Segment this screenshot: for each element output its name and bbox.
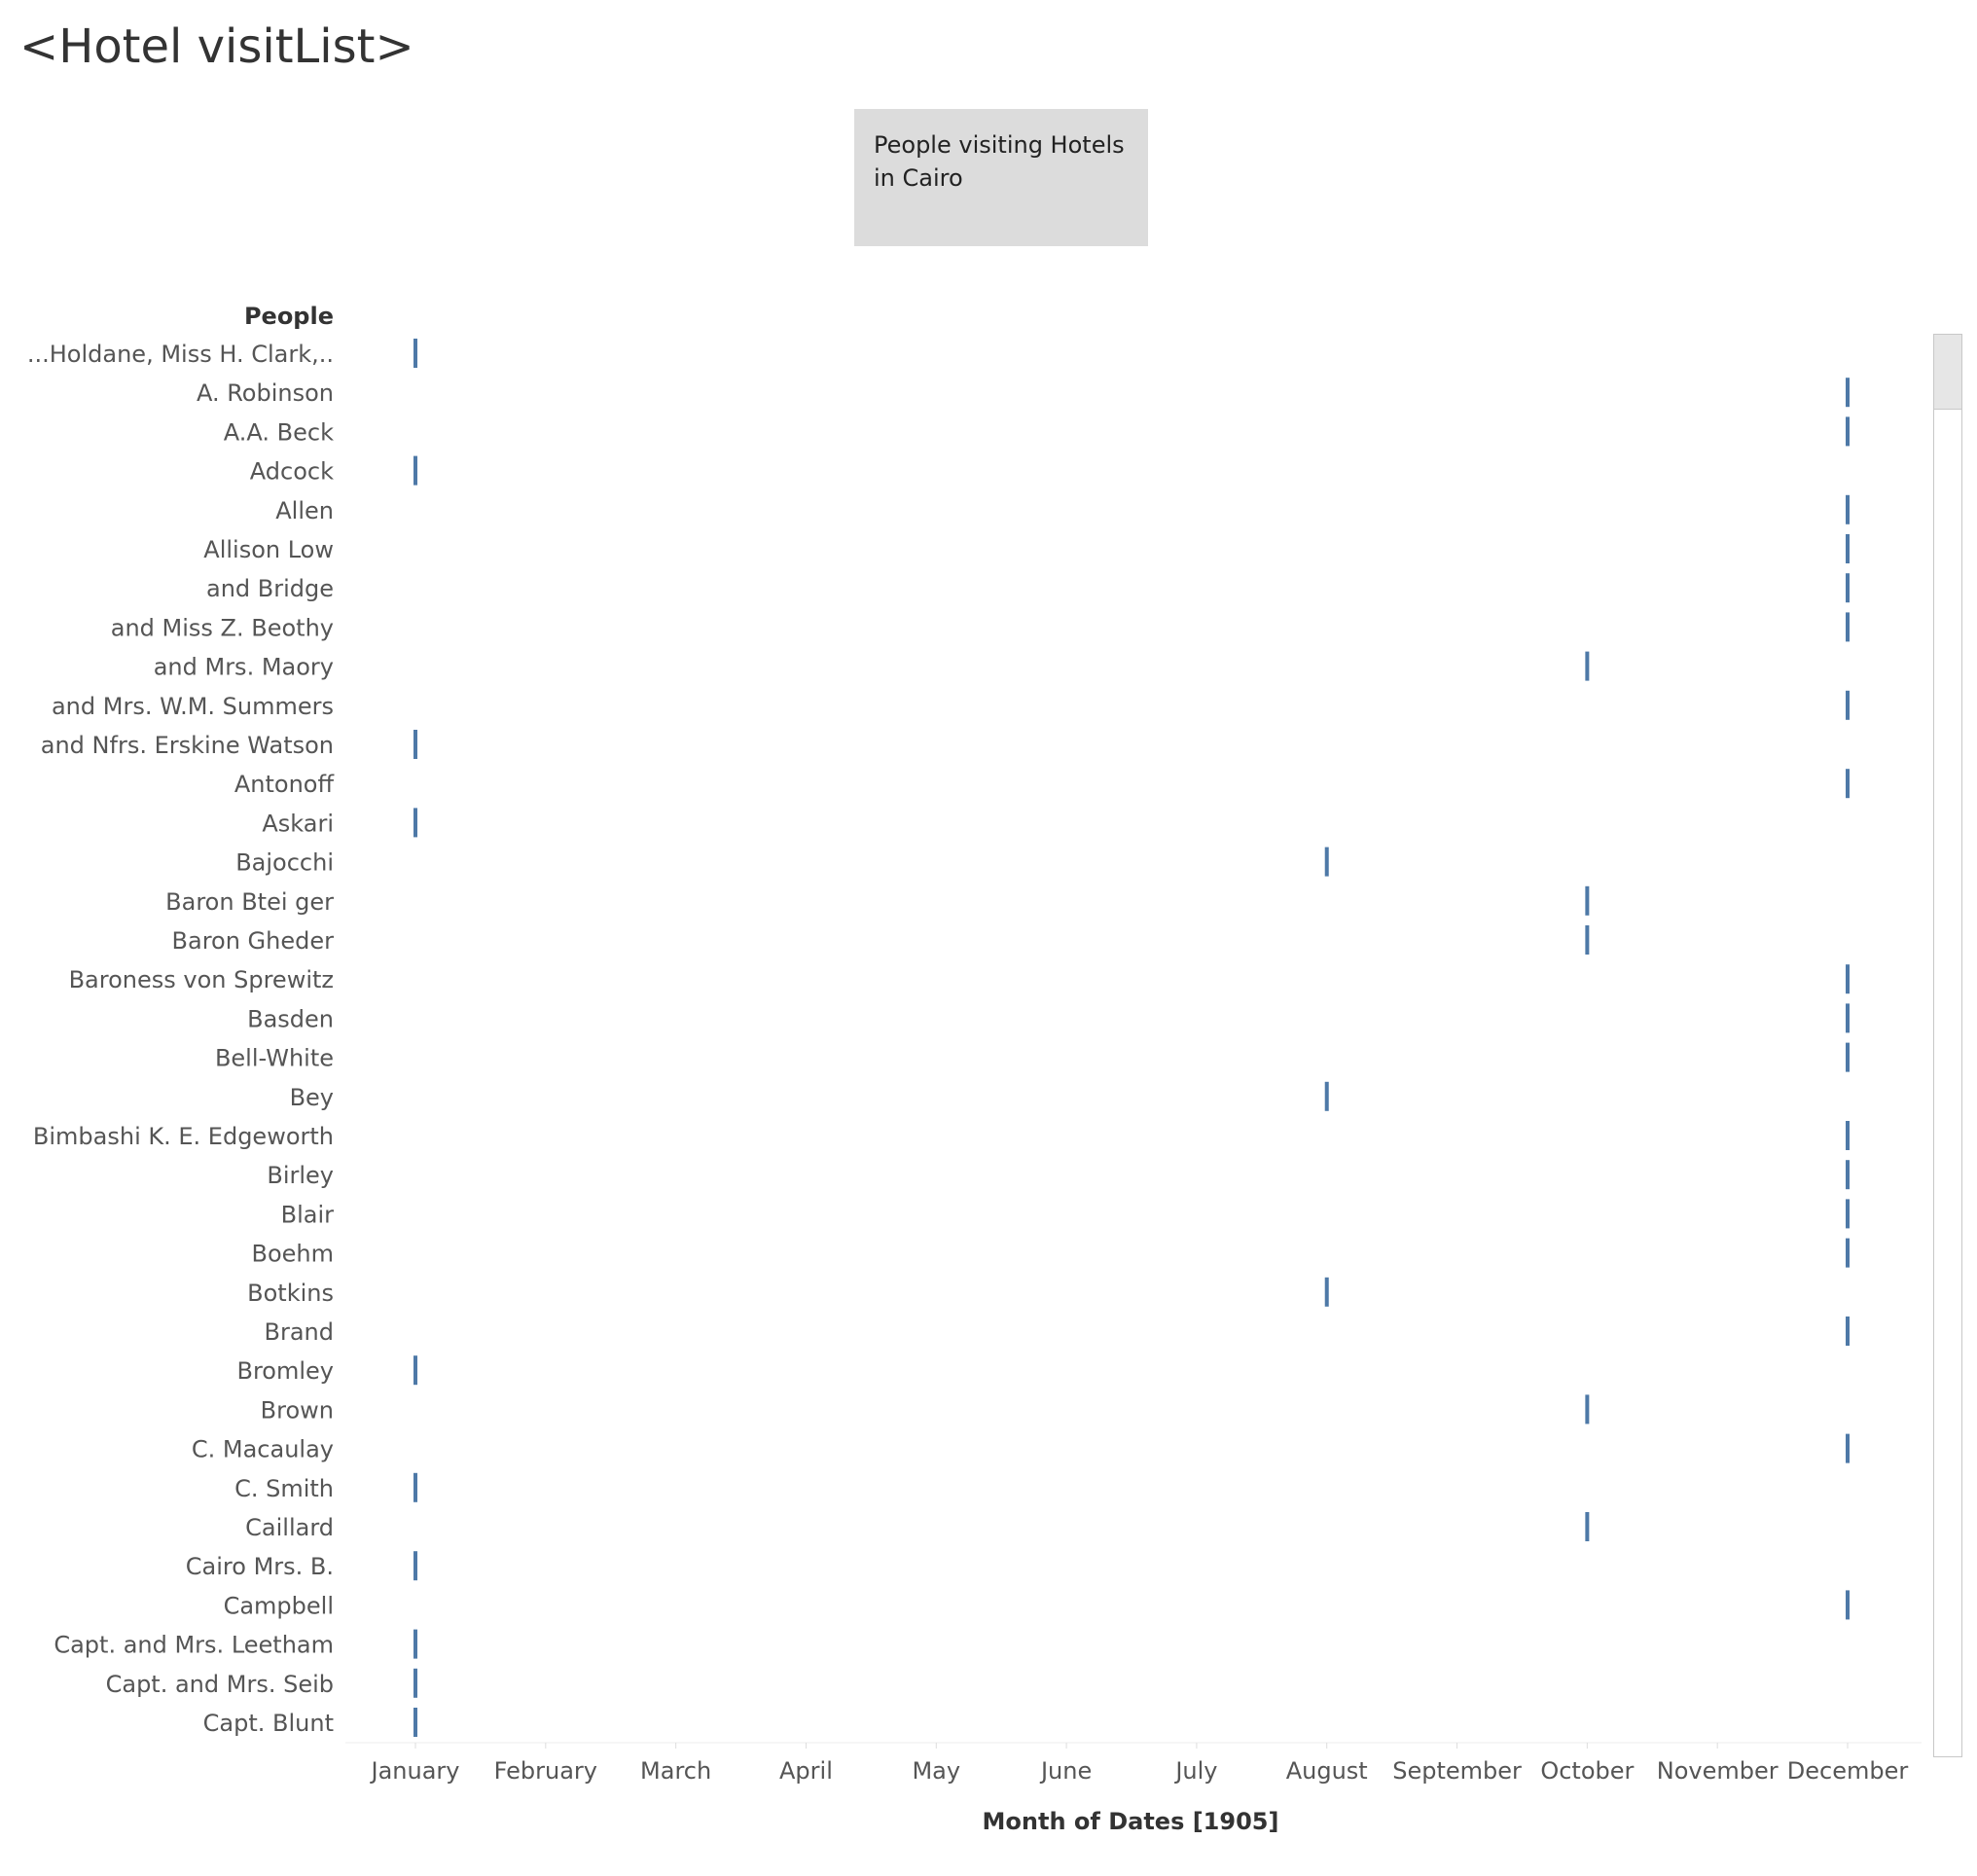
x-tick-label: January: [370, 1757, 460, 1785]
visit-tick-mark[interactable]: [1846, 1433, 1850, 1463]
x-tick-label: July: [1173, 1757, 1217, 1785]
x-tick-label: September: [1392, 1757, 1522, 1785]
visit-tick-mark[interactable]: [413, 1708, 417, 1737]
y-tick-label: Caillard: [245, 1514, 334, 1541]
x-axis-labels: January February March April May June July Augu…: [370, 1743, 1909, 1785]
y-axis-title: People: [244, 303, 334, 330]
visit-tick-mark[interactable]: [413, 808, 417, 838]
y-tick-label: Brown: [261, 1396, 334, 1424]
visit-tick-mark[interactable]: [1846, 1121, 1850, 1150]
y-tick-label: Baroness von Sprewitz: [69, 966, 334, 993]
x-tick-label: October: [1540, 1757, 1634, 1785]
visit-tick-mark[interactable]: [1846, 416, 1850, 447]
x-tick-label: March: [640, 1757, 711, 1785]
visit-tick-mark[interactable]: [413, 1355, 417, 1386]
visit-tick-mark[interactable]: [1846, 494, 1850, 524]
y-tick-label: Capt. and Mrs. Leetham: [54, 1632, 334, 1659]
x-tick-label: April: [779, 1757, 833, 1785]
visit-tick-mark[interactable]: [1585, 885, 1590, 916]
y-tick-label: Bey: [290, 1084, 334, 1111]
y-axis-labels: ...Holdane, Miss H. Clark,.. A. Robinson A…: [27, 341, 335, 1737]
y-tick-label: Allen: [275, 497, 334, 524]
visit-tick-mark[interactable]: [1846, 1042, 1850, 1072]
y-tick-label: Boehm: [251, 1241, 334, 1268]
y-tick-label: Botkins: [247, 1280, 334, 1307]
y-tick-label: ...Holdane, Miss H. Clark,..: [27, 341, 334, 368]
visit-tick-mark[interactable]: [413, 730, 417, 759]
x-tick-label: February: [494, 1757, 597, 1785]
visit-tick-mark[interactable]: [1846, 1590, 1850, 1620]
y-tick-label: A.A. Beck: [224, 418, 334, 446]
x-tick-label: November: [1657, 1757, 1779, 1785]
y-tick-label: and Mrs. Maory: [154, 654, 334, 681]
y-tick-label: Baron Btei ger: [165, 888, 334, 916]
visit-tick-mark[interactable]: [413, 455, 417, 486]
y-tick-label: Baron Gheder: [172, 927, 335, 955]
y-tick-label: C. Smith: [234, 1475, 334, 1502]
y-tick-label: Bimbashi K. E. Edgeworth: [33, 1123, 334, 1150]
visit-tick-mark[interactable]: [1846, 1199, 1850, 1229]
visit-tick-mark[interactable]: [1846, 1160, 1850, 1190]
x-axis-title: Month of Dates [1905]: [983, 1808, 1279, 1835]
y-tick-label: and Miss Z. Beothy: [111, 614, 334, 641]
page-title: <Hotel visitList>: [19, 19, 414, 74]
y-tick-label: Blair: [281, 1201, 335, 1228]
visit-tick-mark[interactable]: [1324, 847, 1329, 877]
visit-tick-mark[interactable]: [413, 1472, 417, 1502]
visit-tick-mark[interactable]: [1846, 964, 1850, 994]
y-tick-label: Basden: [247, 1005, 334, 1032]
visit-tick-mark[interactable]: [1585, 1512, 1590, 1541]
visit-tick-mark[interactable]: [1846, 769, 1850, 799]
visit-tick-mark[interactable]: [1846, 1238, 1850, 1268]
y-tick-label: Askari: [262, 810, 334, 837]
visit-tick-mark[interactable]: [1846, 612, 1850, 642]
visit-tick-mark[interactable]: [1846, 690, 1850, 720]
visit-tick-mark[interactable]: [413, 339, 417, 368]
y-tick-label: Brand: [265, 1318, 334, 1346]
y-tick-label: and Mrs. W.M. Summers: [52, 693, 334, 720]
y-tick-label: Bajocchi: [235, 849, 334, 877]
x-tick-label: June: [1039, 1757, 1092, 1785]
y-tick-label: Bromley: [236, 1357, 334, 1385]
x-tick-label: August: [1286, 1757, 1368, 1785]
y-tick-label: Cairo Mrs. B.: [186, 1553, 334, 1580]
visit-tick-mark[interactable]: [1585, 651, 1590, 681]
scrollbar-thumb[interactable]: [1934, 335, 1961, 410]
visit-tick-mark[interactable]: [1324, 1081, 1329, 1111]
tick-marks: [345, 339, 1922, 1744]
y-tick-label: Capt. Blunt: [203, 1710, 334, 1737]
y-tick-label: Antonoff: [234, 771, 335, 798]
visit-tick-mark[interactable]: [413, 1629, 417, 1659]
y-tick-label: C. Macaulay: [192, 1436, 334, 1463]
vertical-scrollbar[interactable]: [1933, 334, 1962, 1757]
y-tick-label: Capt. and Mrs. Seib: [106, 1671, 334, 1698]
visit-tick-mark[interactable]: [1846, 1003, 1850, 1033]
x-tick-label: May: [912, 1757, 960, 1785]
visit-tick-mark[interactable]: [1846, 573, 1850, 603]
visit-tick-mark[interactable]: [1846, 1317, 1850, 1346]
x-tick-label: December: [1787, 1757, 1909, 1785]
visit-tick-mark[interactable]: [1324, 1277, 1329, 1307]
visit-tick-mark[interactable]: [413, 1551, 417, 1581]
y-tick-label: and Bridge: [206, 575, 334, 602]
visit-tick-mark[interactable]: [1585, 1394, 1590, 1425]
visit-tick-mark[interactable]: [1846, 378, 1850, 408]
y-tick-label: Allison Low: [203, 536, 334, 563]
visit-tick-mark[interactable]: [413, 1668, 417, 1698]
visit-tick-mark[interactable]: [1585, 925, 1590, 955]
y-tick-label: and Nfrs. Erskine Watson: [41, 732, 334, 759]
y-tick-label: Adcock: [250, 458, 334, 486]
y-tick-label: Birley: [267, 1162, 334, 1189]
caption-box: People visiting Hotels in Cairo: [854, 109, 1148, 246]
y-tick-label: A. Robinson: [197, 379, 334, 407]
visit-tick-mark[interactable]: [1846, 534, 1850, 563]
y-tick-label: Bell-White: [215, 1045, 334, 1072]
y-tick-label: Campbell: [224, 1592, 334, 1619]
